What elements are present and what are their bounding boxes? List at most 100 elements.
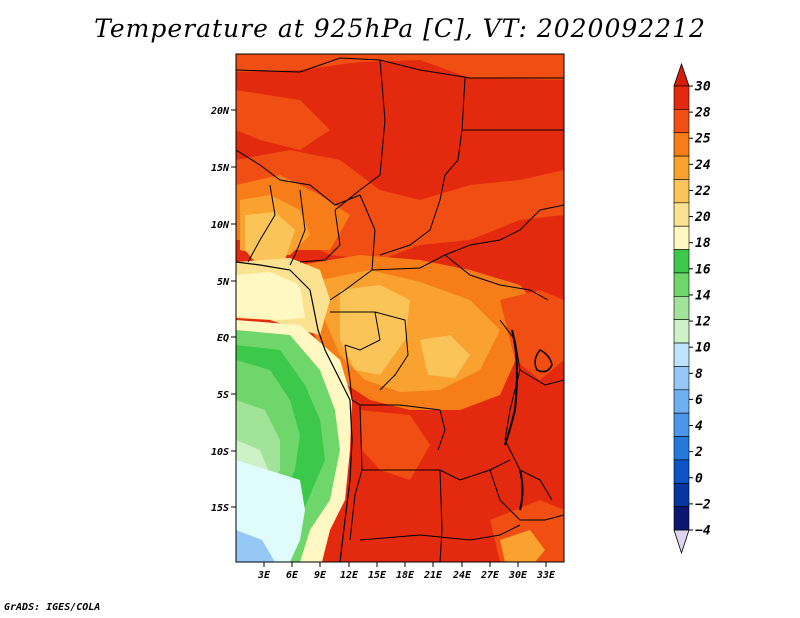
colorbar-label: 30 xyxy=(694,80,711,95)
colorbar-label: 28 xyxy=(694,106,711,121)
colorbar-label: 6 xyxy=(695,393,703,408)
footer-credit: GrADS: IGES/COLA xyxy=(4,602,101,613)
field-nw-patch xyxy=(236,90,330,150)
colorbar-cell xyxy=(673,412,690,437)
lon-label: 30E xyxy=(508,570,528,581)
colorbar-cell xyxy=(673,319,690,344)
colorbar-label: 25 xyxy=(694,132,711,147)
colorbar-cell xyxy=(673,482,690,507)
border-line xyxy=(334,59,386,211)
colorbar-label: 4 xyxy=(695,419,703,434)
colorbar-cell xyxy=(673,179,690,204)
colorbar-cell xyxy=(673,296,690,320)
colorbar-label: 12 xyxy=(695,315,711,330)
colorbar-label: −4 xyxy=(695,524,711,539)
colorbar-cell xyxy=(673,249,690,274)
lon-label: 24E xyxy=(452,570,472,581)
colorbar-label: 14 xyxy=(695,288,711,303)
border-line xyxy=(247,184,276,263)
border-line xyxy=(371,204,564,271)
longitude-axis: 3E 6E 9E 12E 15E 18E 21E 24E 27E 30E 33E xyxy=(257,562,556,581)
lon-label: 6E xyxy=(286,570,299,581)
border-line xyxy=(374,311,409,391)
map-border xyxy=(235,53,565,563)
field-west-gold xyxy=(245,212,295,262)
lat-label: 5S xyxy=(217,390,229,401)
colorbar-label: 22 xyxy=(694,184,711,199)
field-coast-cream xyxy=(236,272,305,320)
colorbar-label: 20 xyxy=(694,210,711,225)
lon-label: 27E xyxy=(480,570,500,581)
colorbar-cell xyxy=(673,272,690,297)
colorbar-label: 18 xyxy=(695,236,711,251)
border-line xyxy=(519,369,564,386)
lake-malawi xyxy=(519,469,524,511)
border-line xyxy=(504,439,553,501)
field-north-band xyxy=(236,54,564,80)
lon-label: 12E xyxy=(340,570,359,581)
colorbar-bottom-arrow xyxy=(673,529,690,555)
colorbar-cell xyxy=(673,225,690,250)
latitude-axis: 20N 15N 10N 5N EQ 5S 10S 15S xyxy=(210,106,236,514)
map-title: Temperature at 925hPa [C], VT: 202009221… xyxy=(94,14,706,43)
lon-label: 9E xyxy=(314,570,327,581)
colorbar-cell xyxy=(673,109,690,134)
colorbar-cell xyxy=(673,459,690,484)
border-line xyxy=(359,524,521,541)
colorbar-cell xyxy=(673,155,690,180)
colorbar-label: 24 xyxy=(694,158,711,173)
colorbar-label: −2 xyxy=(695,497,711,512)
lat-label: 10S xyxy=(211,447,229,458)
field-congo-gold xyxy=(340,285,410,375)
lat-label: 20N xyxy=(210,106,230,117)
colorbar-top-arrow xyxy=(673,62,690,87)
lat-label: 10N xyxy=(211,220,230,231)
lon-label: 15E xyxy=(368,570,387,581)
coastline xyxy=(236,261,353,562)
lat-label: 15N xyxy=(211,163,230,174)
border-line xyxy=(236,149,361,206)
lat-label: EQ xyxy=(217,333,229,344)
colorbar-cell xyxy=(673,389,690,414)
field-se-amber xyxy=(500,530,545,562)
colorbar-cell xyxy=(673,506,690,531)
lon-label: 21E xyxy=(423,570,443,581)
lake-tanganyika xyxy=(504,329,518,446)
border-line xyxy=(299,209,341,263)
colorbar-cell xyxy=(673,436,690,461)
border-line xyxy=(349,404,363,541)
field-ocean-cyan xyxy=(236,460,305,562)
colorbar-label: 2 xyxy=(694,445,703,460)
lon-label: 3E xyxy=(257,570,271,581)
border-line xyxy=(444,254,549,301)
lake-victoria xyxy=(534,349,553,373)
lon-label: 33E xyxy=(536,570,556,581)
field-ocean-blue xyxy=(236,530,275,562)
colorbar-label: 8 xyxy=(695,367,703,382)
colorbar-cell xyxy=(673,202,690,227)
colorbar-cell xyxy=(673,132,690,157)
colorbar-cell xyxy=(673,366,690,391)
colorbar-label: 0 xyxy=(695,471,703,486)
field-angola-warm xyxy=(360,410,430,480)
colorbar-cells xyxy=(673,85,690,531)
colorbar-cell xyxy=(673,85,690,110)
border-line xyxy=(362,459,511,481)
border-line xyxy=(330,311,381,351)
border-line xyxy=(289,189,306,266)
colorbar-label: 10 xyxy=(695,341,711,356)
lat-label: 15S xyxy=(211,503,229,514)
lat-label: 5N xyxy=(217,277,230,288)
border-line xyxy=(344,344,446,451)
border-line xyxy=(489,469,564,521)
country-borders xyxy=(236,57,564,562)
colorbar-cell xyxy=(673,342,690,367)
lon-label: 18E xyxy=(396,570,415,581)
field-central-gold xyxy=(420,335,470,378)
border-line xyxy=(379,77,466,256)
colorbar-label: 16 xyxy=(695,262,711,277)
border-line xyxy=(439,469,443,562)
